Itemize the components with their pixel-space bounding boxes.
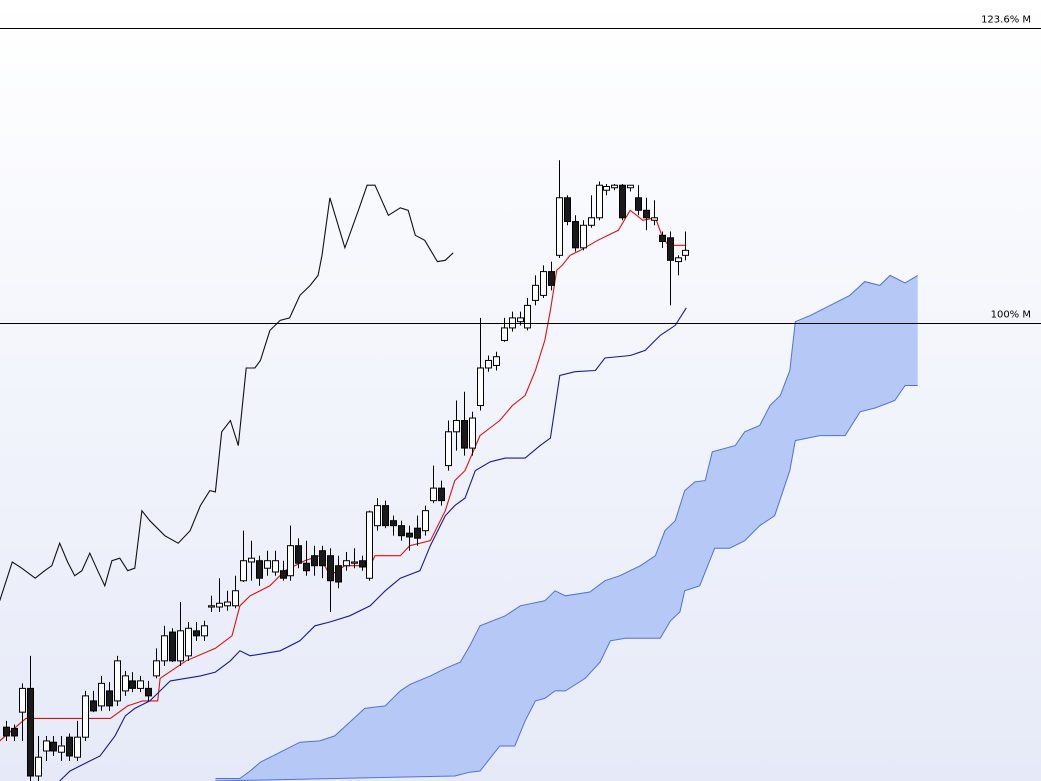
- candle-body: [461, 420, 468, 449]
- cloud-fill: [215, 275, 918, 781]
- candle-body: [438, 487, 445, 502]
- cloud-span-line: [215, 274, 918, 779]
- candle-body: [603, 185, 610, 191]
- candle-body: [185, 627, 192, 657]
- candle-body: [366, 511, 373, 579]
- candle-body: [19, 687, 26, 713]
- candle-body: [264, 560, 271, 569]
- candle-body: [327, 555, 334, 582]
- candle-body: [509, 317, 516, 329]
- candle-body: [540, 271, 547, 296]
- candle-body: [493, 356, 500, 366]
- candle-body: [556, 197, 563, 256]
- candle-body: [58, 745, 65, 753]
- indicator-line: [0, 209, 687, 742]
- candle-body: [74, 736, 81, 758]
- candle-body: [232, 590, 239, 607]
- candle-body: [129, 680, 136, 689]
- candle-body: [532, 284, 539, 301]
- candle-body: [382, 505, 389, 527]
- candle-body: [169, 631, 176, 662]
- candle-body: [477, 367, 484, 407]
- candle-body: [390, 520, 397, 527]
- candle-body: [303, 562, 310, 572]
- candle-body: [580, 224, 587, 249]
- candle-body: [319, 550, 326, 567]
- candle-body: [374, 505, 381, 527]
- candle-body: [596, 184, 603, 219]
- candle-body: [588, 217, 595, 226]
- candle-body: [256, 560, 263, 579]
- candle-body: [27, 687, 34, 777]
- candle-body: [82, 695, 89, 738]
- candle-body: [122, 675, 129, 692]
- candle-body: [564, 197, 571, 223]
- indicator-line: [59, 307, 687, 781]
- candle-body: [398, 525, 405, 537]
- candle-body: [272, 560, 279, 573]
- candle-body: [651, 217, 658, 221]
- candle-body: [201, 625, 208, 637]
- candle-body: [240, 560, 247, 582]
- candle-body: [675, 257, 682, 263]
- candle-body: [682, 249, 689, 256]
- candle-body: [667, 237, 674, 261]
- candle-body: [114, 660, 121, 702]
- candle-body: [659, 234, 666, 243]
- candle-body: [208, 605, 215, 608]
- candle-body: [224, 601, 231, 607]
- candle-body: [43, 740, 50, 752]
- candle-body: [469, 417, 476, 449]
- candle-body: [643, 209, 650, 219]
- candle-body: [106, 690, 113, 707]
- candle-body: [50, 741, 57, 752]
- candle-body: [248, 557, 255, 563]
- candle-body: [137, 680, 144, 689]
- candle-body: [548, 271, 555, 286]
- candle-body: [351, 561, 358, 564]
- candle-body: [311, 555, 318, 567]
- candle-body: [406, 532, 413, 538]
- candle-body: [90, 700, 97, 712]
- candle-body: [517, 317, 524, 323]
- candle-body: [414, 527, 421, 539]
- candle-body: [422, 510, 429, 532]
- candle-body: [359, 560, 366, 568]
- candle-body: [485, 359, 492, 369]
- candle-body: [153, 660, 160, 677]
- candle-body: [66, 736, 73, 757]
- level-label: 123.6% M: [981, 15, 1031, 26]
- candle-body: [524, 304, 531, 329]
- candle-body: [35, 756, 42, 777]
- candle-body: [216, 602, 223, 608]
- candle-body: [619, 184, 626, 219]
- candle-body: [611, 184, 618, 189]
- candle-body: [343, 560, 350, 567]
- plot-area: [0, 160, 918, 781]
- candle-body: [11, 727, 18, 737]
- candle-body: [335, 565, 342, 583]
- candle-body: [295, 545, 302, 564]
- candle-body: [445, 431, 452, 467]
- candle-body: [287, 545, 294, 577]
- candle-body: [177, 630, 184, 662]
- candle-body: [98, 682, 105, 707]
- candle-body: [635, 197, 642, 211]
- candle-body: [161, 635, 168, 662]
- level-label: 100% M: [991, 310, 1031, 321]
- candle-body: [145, 687, 152, 697]
- candle-body: [572, 221, 579, 249]
- candle-body: [280, 570, 287, 579]
- candle-body: [501, 327, 508, 341]
- candle-body: [430, 487, 437, 502]
- cloud-span-line: [215, 385, 918, 781]
- candle-body: [627, 184, 634, 189]
- candle-body: [453, 420, 460, 433]
- indicator-line: [0, 184, 454, 601]
- candle-body: [3, 726, 10, 737]
- candle-body: [193, 630, 200, 637]
